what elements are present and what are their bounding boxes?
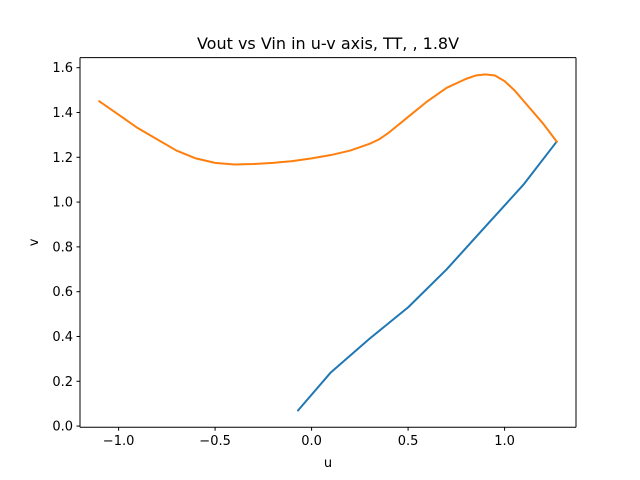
y-ticks: 0.0 0.2 0.4 0.6 0.8 1.0 1.2 1.4 1.6 [52, 61, 80, 435]
y-tick-label: 0.6 [52, 285, 73, 300]
axes-frame [79, 57, 577, 428]
x-tick-label: 1.0 [494, 434, 515, 449]
y-tick-label: 0.8 [52, 240, 73, 255]
x-tick-label: −1.0 [103, 434, 135, 449]
y-tick-label: 1.4 [52, 106, 73, 121]
x-axis-label: u [324, 456, 332, 471]
x-tick-label: −0.5 [199, 434, 231, 449]
y-tick-label: 0.4 [52, 330, 73, 345]
y-tick-label: 0.0 [52, 420, 73, 435]
series-line-1 [296, 140, 559, 412]
chart-title: Vout vs Vin in u-v axis, TT, , 1.8V [197, 34, 459, 53]
plot-area: −1.0 −0.5 0.0 0.5 1.0 0.0 0.2 0.4 0.6 0.8 1.0 1.2 1… [52, 57, 577, 449]
series-line-2 [97, 73, 559, 166]
plot-frame [80, 57, 576, 428]
series-layer [97, 73, 559, 412]
y-tick-label: 0.2 [52, 375, 73, 390]
x-tick-label: 0.0 [301, 434, 322, 449]
y-tick-label: 1.6 [52, 61, 73, 76]
y-tick-label: 1.2 [52, 151, 73, 166]
y-tick-label: 1.0 [52, 196, 73, 211]
x-tick-label: 0.5 [398, 434, 419, 449]
y-axis-label: v [27, 238, 42, 246]
x-ticks: −1.0 −0.5 0.0 0.5 1.0 [103, 427, 515, 449]
